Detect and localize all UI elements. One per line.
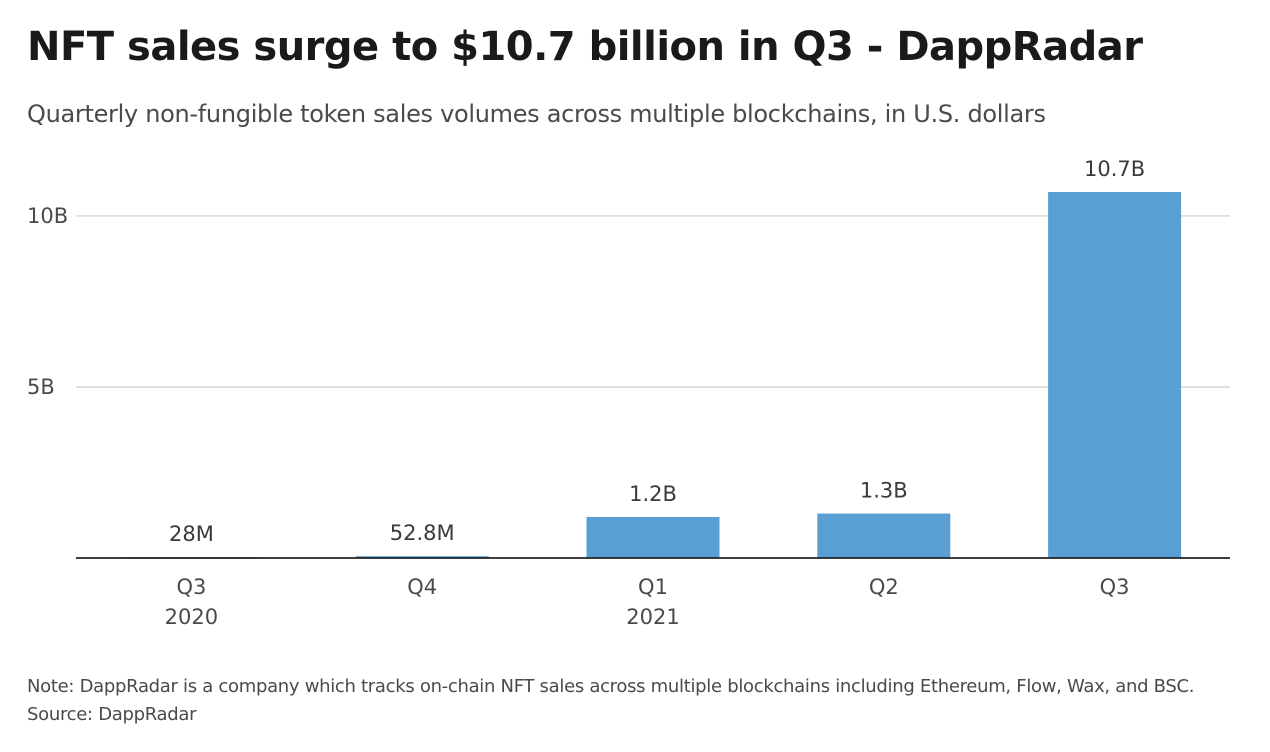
value-labels: 28M 52.8M 1.2B 1.3B 10.7B bbox=[169, 157, 1145, 546]
bar bbox=[1048, 192, 1182, 558]
x-tick-label: Q3 bbox=[1100, 575, 1130, 599]
x-tick-label: Q4 bbox=[407, 575, 437, 599]
bars bbox=[124, 192, 1182, 558]
y-tick-label: 10B bbox=[27, 204, 68, 228]
chart-title: NFT sales surge to $10.7 billion in Q3 -… bbox=[27, 24, 1143, 70]
gridlines: 5B 10B bbox=[27, 204, 1230, 399]
bar bbox=[355, 556, 489, 558]
x-tick-label: Q1 bbox=[638, 575, 668, 599]
source-credit: Source: DappRadar bbox=[27, 704, 197, 725]
bar bbox=[586, 516, 720, 558]
x-tick-label: Q2 bbox=[869, 575, 899, 599]
y-tick-label: 5B bbox=[27, 375, 55, 399]
x-axis: Q3 2020 Q4 Q1 2021 Q2 Q3 bbox=[76, 557, 1230, 629]
footnote: Note: DappRadar is a company which track… bbox=[27, 676, 1195, 697]
x-tick-label: Q3 bbox=[176, 575, 206, 599]
data-label: 52.8M bbox=[390, 521, 455, 545]
data-label: 28M bbox=[169, 522, 214, 546]
data-label: 1.2B bbox=[629, 482, 677, 506]
chart-subtitle: Quarterly non-fungible token sales volum… bbox=[27, 100, 1046, 128]
bar-chart: 5B 10B 28M 52.8M 1.2B 1.3B 10.7B Q3 2020 Q4 Q1 20… bbox=[27, 157, 1230, 629]
x-tick-year-label: 2020 bbox=[165, 605, 218, 629]
data-label: 10.7B bbox=[1084, 157, 1145, 181]
data-label: 1.3B bbox=[860, 479, 908, 503]
bar bbox=[817, 513, 951, 558]
x-tick-year-label: 2021 bbox=[626, 605, 679, 629]
